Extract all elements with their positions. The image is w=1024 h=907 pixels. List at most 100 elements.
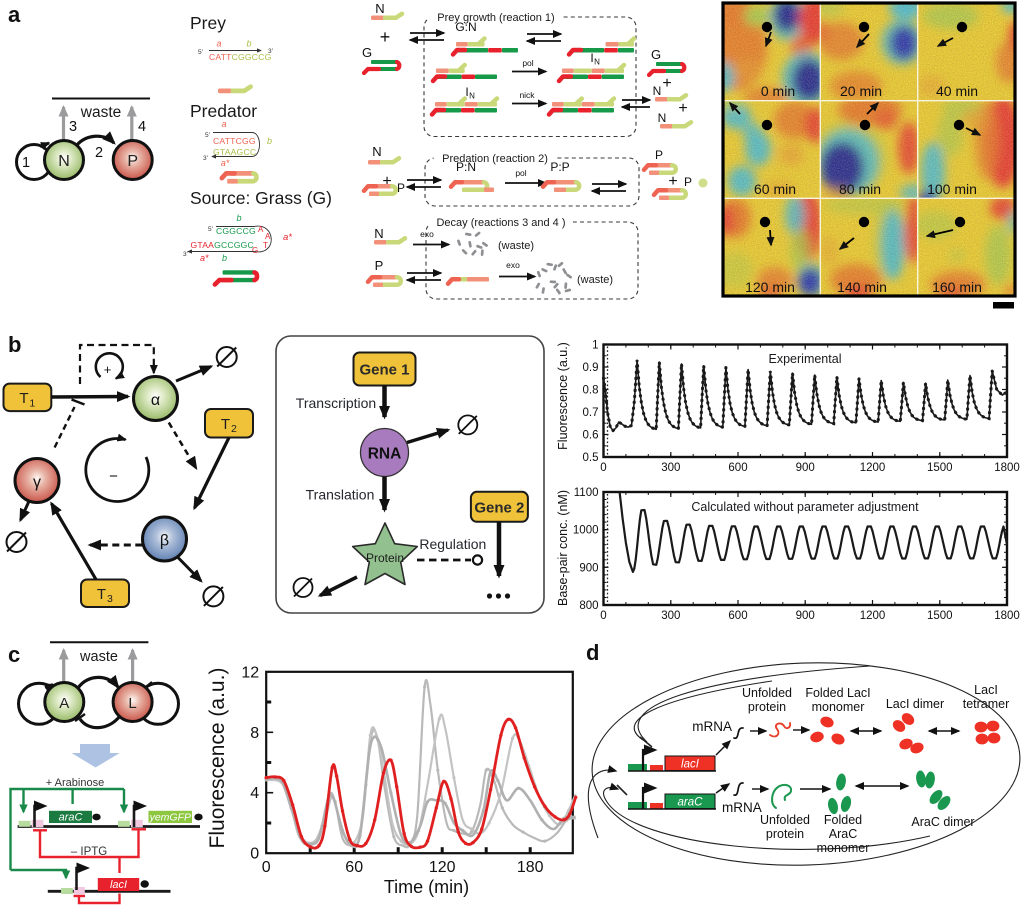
svg-text:Calculated without parameter a: Calculated without parameter adjustment	[691, 500, 919, 514]
svg-text:12: 12	[241, 664, 259, 681]
svg-text:0.7: 0.7	[583, 407, 599, 419]
svg-text:0 min: 0 min	[761, 83, 795, 99]
svg-text:5′: 5′	[205, 132, 211, 139]
svg-text:P: P	[127, 153, 138, 170]
svg-text:monomer: monomer	[817, 841, 870, 855]
svg-text:protein: protein	[748, 700, 786, 714]
svg-text:b: b	[246, 39, 251, 49]
svg-text:Transcription: Transcription	[296, 395, 376, 411]
svg-text:LacI dimer: LacI dimer	[886, 697, 944, 711]
svg-text:160 min: 160 min	[932, 279, 982, 295]
svg-text:0: 0	[250, 846, 259, 863]
svg-text:G: G	[362, 45, 372, 60]
svg-text:L: L	[128, 695, 136, 712]
svg-text:lacI: lacI	[110, 879, 127, 891]
svg-text:P: P	[684, 175, 692, 189]
svg-text:+: +	[662, 75, 671, 92]
svg-text:exo: exo	[506, 260, 520, 270]
svg-text:N: N	[469, 92, 475, 101]
svg-text:120: 120	[429, 859, 456, 876]
svg-text:G: G	[252, 246, 258, 255]
svg-text:600: 600	[728, 610, 747, 622]
svg-text:600: 600	[728, 462, 747, 474]
svg-text:1000: 1000	[573, 525, 599, 537]
svg-text:P: P	[655, 148, 663, 162]
svg-text:Time (min): Time (min)	[384, 877, 469, 897]
svg-text:Fluorescence (a.u.): Fluorescence (a.u.)	[556, 342, 570, 450]
svg-text:LacI: LacI	[974, 683, 998, 697]
svg-text:N: N	[58, 153, 70, 170]
svg-text:pol: pol	[522, 58, 533, 68]
svg-text:180: 180	[517, 859, 544, 876]
svg-text:Prey growth (reaction 1): Prey growth (reaction 1)	[437, 12, 554, 24]
svg-text:800: 800	[579, 600, 598, 612]
svg-text:5′: 5′	[208, 226, 214, 233]
svg-text:a*: a*	[221, 158, 230, 168]
svg-text:+ Arabinose: + Arabinose	[46, 777, 104, 789]
svg-text:2: 2	[231, 423, 237, 435]
svg-text:N: N	[658, 111, 667, 125]
svg-text:900: 900	[796, 610, 815, 622]
svg-text:a: a	[8, 2, 21, 27]
svg-text:1800: 1800	[994, 462, 1020, 474]
svg-text:40 min: 40 min	[936, 83, 978, 99]
svg-text:1: 1	[22, 155, 30, 171]
svg-text:−: −	[109, 468, 118, 485]
svg-text:1100: 1100	[574, 487, 599, 499]
svg-text:0: 0	[600, 610, 606, 622]
svg-text:900: 900	[796, 462, 815, 474]
svg-text:80 min: 80 min	[839, 181, 881, 197]
svg-text:0: 0	[600, 462, 606, 474]
svg-text:(waste): (waste)	[498, 240, 534, 252]
svg-text:300: 300	[661, 462, 680, 474]
svg-text:T: T	[263, 241, 268, 250]
svg-text:300: 300	[661, 610, 680, 622]
svg-text:b: b	[267, 136, 272, 146]
svg-text:Protein: Protein	[366, 551, 404, 565]
svg-text:1800: 1800	[994, 610, 1020, 622]
svg-text:120 min: 120 min	[745, 279, 795, 295]
svg-text:+: +	[104, 362, 112, 377]
svg-text:Regulation: Regulation	[419, 536, 486, 552]
svg-text:P:N: P:N	[456, 160, 476, 174]
svg-text:Gene 1: Gene 1	[359, 362, 409, 379]
svg-text:b: b	[236, 213, 241, 223]
svg-text:3: 3	[107, 593, 113, 605]
svg-text:T: T	[19, 390, 28, 407]
svg-text:Decay (reactions 3 and 4 ): Decay (reactions 3 and 4 )	[436, 217, 565, 229]
svg-text:0.6: 0.6	[583, 430, 599, 442]
svg-text:Predation (reaction 2): Predation (reaction 2)	[442, 153, 548, 165]
svg-text:nick: nick	[519, 90, 535, 100]
svg-text:araC: araC	[59, 812, 83, 824]
svg-text:b: b	[8, 332, 21, 357]
svg-text:CGGCCG: CGGCCG	[216, 226, 256, 236]
svg-text:Gene 2: Gene 2	[474, 499, 524, 516]
svg-text:N: N	[653, 84, 662, 98]
svg-text:Translation: Translation	[306, 487, 375, 503]
svg-text:mRNA: mRNA	[692, 719, 732, 734]
svg-text:Base-pair conc. (nM): Base-pair conc. (nM)	[556, 490, 570, 606]
svg-text:a: a	[216, 39, 221, 49]
svg-text:lacI: lacI	[681, 759, 700, 771]
svg-text:P:P: P:P	[550, 160, 569, 174]
svg-text:60: 60	[345, 859, 363, 876]
svg-text:T: T	[97, 586, 106, 603]
svg-text:2: 2	[95, 145, 103, 161]
svg-text:c: c	[8, 642, 20, 667]
svg-text:monomer: monomer	[812, 700, 865, 714]
svg-text:3: 3	[69, 119, 77, 135]
svg-text:exo: exo	[420, 229, 434, 239]
svg-text:Folded: Folded	[824, 813, 862, 827]
svg-text:Unfolded: Unfolded	[760, 813, 810, 827]
svg-text:yemGFP: yemGFP	[149, 812, 191, 824]
svg-text:CATTCGGCCG: CATTCGGCCG	[209, 52, 272, 62]
svg-text:N: N	[594, 58, 600, 67]
svg-text:a: a	[221, 119, 226, 129]
svg-text:4: 4	[138, 119, 146, 135]
svg-text:a*: a*	[283, 232, 292, 243]
svg-text:4: 4	[250, 785, 259, 802]
svg-text:0.5: 0.5	[583, 452, 599, 464]
svg-text:G:N: G:N	[455, 20, 476, 34]
svg-text:60 min: 60 min	[754, 181, 796, 197]
svg-text:1200: 1200	[860, 462, 886, 474]
